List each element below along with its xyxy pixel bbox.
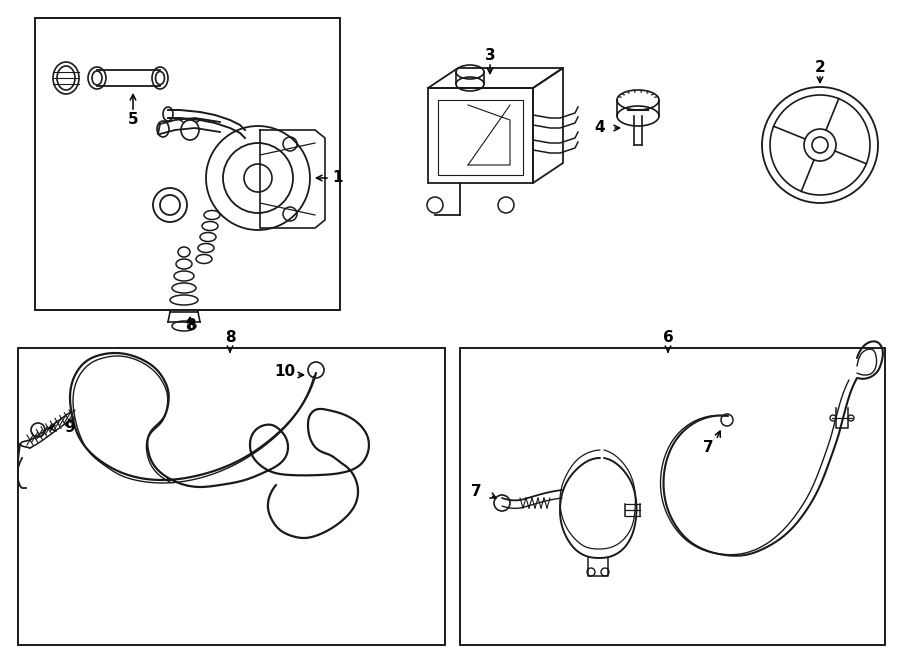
Text: 8: 8 bbox=[225, 330, 235, 346]
Text: 10: 10 bbox=[274, 364, 295, 379]
Text: 8: 8 bbox=[184, 317, 195, 332]
Text: 4: 4 bbox=[595, 120, 606, 136]
Bar bbox=[460, 348, 885, 645]
Ellipse shape bbox=[88, 67, 106, 89]
Text: 6: 6 bbox=[662, 330, 673, 346]
Text: 5: 5 bbox=[128, 112, 139, 128]
Text: 3: 3 bbox=[485, 48, 495, 63]
Bar bbox=[18, 348, 445, 645]
Text: 9: 9 bbox=[65, 420, 76, 436]
Ellipse shape bbox=[152, 67, 168, 89]
Text: 7: 7 bbox=[471, 485, 482, 500]
Text: 2: 2 bbox=[814, 59, 825, 75]
Bar bbox=[35, 18, 340, 310]
Bar bbox=[438, 100, 523, 175]
Bar bbox=[428, 88, 533, 183]
Text: 1: 1 bbox=[333, 171, 343, 186]
Text: 7: 7 bbox=[703, 440, 714, 455]
